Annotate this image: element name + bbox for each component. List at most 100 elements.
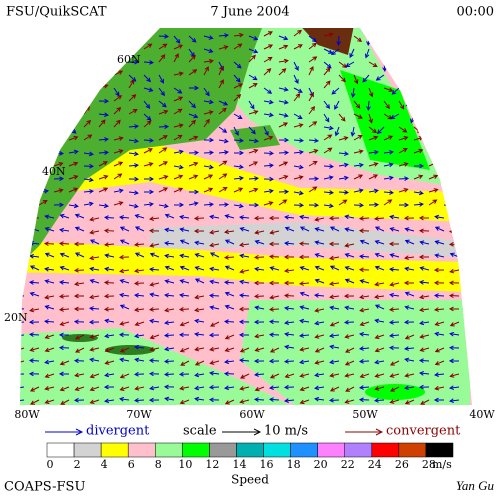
wind-arrow: [164, 292, 175, 298]
wind-arrow: [73, 319, 85, 325]
wind-arrow: [74, 213, 85, 219]
wind-arrow: [233, 150, 245, 156]
wind-arrow: [164, 279, 175, 284]
wind-arrow: [53, 202, 65, 208]
wind-arrow: [299, 305, 310, 310]
wind-arrow: [118, 254, 130, 260]
wind-arrow: [164, 307, 175, 313]
wind-arrow: [428, 151, 440, 156]
wind-arrow: [29, 253, 40, 259]
wind-arrow: [334, 126, 340, 137]
wind-arrow: [314, 240, 325, 245]
wind-arrow: [113, 95, 123, 102]
wind-arrow: [314, 227, 325, 232]
wind-arrow: [268, 307, 280, 312]
wind-arrow: [383, 87, 394, 93]
wind-arrow: [89, 239, 100, 245]
wind-arrow: [368, 188, 379, 194]
wind-arrow: [23, 60, 34, 66]
wind-arrow: [28, 319, 40, 325]
wind-arrow: [194, 346, 205, 352]
wind-arrow: [344, 278, 355, 284]
wind-arrow: [389, 373, 400, 378]
wind-arrow: [458, 163, 469, 168]
wind-arrow: [314, 360, 325, 365]
wind-arrow: [233, 126, 239, 136]
wind-arrow: [323, 80, 331, 89]
wind-arrow: [29, 347, 40, 352]
wind-arrow: [383, 199, 393, 206]
wind-arrow: [458, 188, 469, 193]
wind-arrow: [278, 35, 289, 41]
wind-arrow: [44, 294, 55, 300]
wind-arrow: [434, 226, 445, 232]
wind-arrow: [164, 320, 175, 326]
wind-arrow: [358, 216, 370, 221]
wind-arrow: [329, 333, 340, 339]
colorbar-label: 20: [314, 458, 328, 471]
wind-arrow: [253, 280, 265, 286]
colorbar-swatch: [73, 442, 102, 458]
wind-arrow: [23, 66, 30, 76]
wind-arrow: [20, 265, 25, 271]
wind-arrow: [314, 253, 325, 258]
wind-arrow: [344, 242, 355, 248]
wind-arrow: [73, 241, 85, 247]
wind-arrow: [263, 56, 273, 63]
wind-arrow: [453, 35, 460, 45]
wind-arrow: [434, 360, 445, 366]
wind-arrow: [254, 372, 265, 377]
wind-arrow: [119, 226, 130, 232]
wind-arrow: [89, 255, 100, 261]
wind-arrow: [164, 396, 175, 402]
wind-arrow: [179, 321, 190, 327]
wind-arrow: [28, 358, 40, 363]
wind-arrow: [164, 240, 175, 246]
colorbar-swatch: [155, 442, 183, 458]
wind-arrow: [389, 214, 400, 220]
wind-arrow: [53, 99, 64, 105]
wind-arrow: [98, 174, 109, 180]
wind-arrow: [428, 188, 439, 193]
wind-arrow: [308, 160, 318, 167]
colorbar-label: 2: [74, 458, 81, 471]
wind-arrow: [269, 347, 280, 353]
wind-arrow: [238, 319, 250, 325]
wind-arrow: [58, 345, 70, 351]
colorbar-label: 16: [260, 458, 274, 471]
wind-arrow: [383, 175, 394, 181]
wind-arrow: [98, 150, 110, 155]
wind-arrow: [443, 113, 449, 124]
colorbar-label: 10: [178, 458, 192, 471]
wind-arrow: [434, 307, 445, 312]
wind-arrow: [253, 254, 265, 260]
wind-arrow: [443, 48, 450, 58]
wind-arrow: [424, 100, 430, 110]
wind-arrow: [443, 136, 454, 142]
wind-arrow: [188, 135, 199, 141]
wind-arrow: [374, 373, 385, 378]
wind-arrow: [59, 321, 70, 326]
wind-arrow: [293, 149, 304, 155]
wind-arrow: [331, 87, 340, 95]
wind-arrow: [455, 100, 461, 111]
wind-arrow: [180, 360, 190, 366]
wind-arrow: [218, 100, 229, 106]
wind-arrow: [59, 213, 70, 219]
wind-arrow: [308, 121, 318, 128]
wind-arrow: [233, 43, 243, 50]
wind-arrow: [188, 119, 196, 128]
wind-arrow: [224, 304, 235, 310]
wind-arrow: [143, 74, 151, 83]
wind-arrow: [163, 359, 175, 364]
wind-arrow: [253, 319, 265, 325]
wind-arrow: [448, 358, 460, 364]
wind-arrow: [390, 386, 400, 392]
wind-arrow: [284, 398, 295, 403]
wind-arrow: [173, 96, 184, 102]
colorbar-unit: m/s: [432, 458, 452, 471]
wind-arrow: [388, 241, 400, 247]
wind-arrow: [134, 386, 145, 391]
wind-arrow: [158, 87, 165, 97]
wind-arrow: [353, 149, 364, 154]
